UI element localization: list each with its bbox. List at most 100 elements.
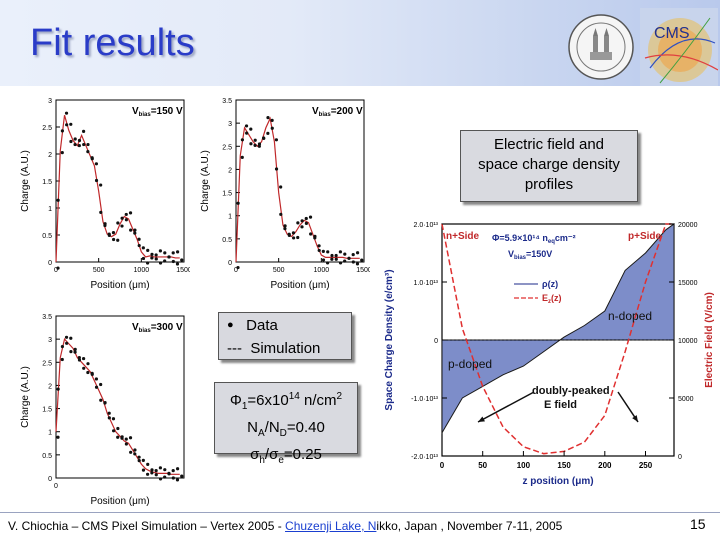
data-point — [94, 385, 99, 389]
legend-data-row: ● Data — [227, 315, 351, 338]
e-field-label: E field — [544, 399, 577, 411]
x-axis-label: Position (μm) — [270, 280, 329, 291]
data-point — [296, 235, 300, 240]
y-right-tick-label: 15000 — [678, 280, 698, 287]
x-tick-label: 500 — [93, 267, 105, 274]
data-point — [292, 236, 296, 240]
data-point — [73, 347, 77, 351]
data-point — [124, 437, 128, 441]
arrow-left-head — [478, 416, 485, 422]
data-point — [150, 468, 154, 472]
data-point — [112, 429, 116, 433]
data-point — [77, 358, 82, 362]
data-point — [111, 417, 116, 421]
legend-sim-dashes: --- — [227, 340, 242, 357]
data-point — [146, 462, 150, 466]
legend-sim-label: Simulation — [250, 340, 321, 357]
p-doped-label: p-doped — [448, 357, 492, 371]
data-point — [137, 455, 141, 459]
vbias-label: Vbias=200 V — [312, 106, 363, 118]
data-point — [158, 249, 162, 253]
data-point — [158, 466, 162, 470]
data-point — [253, 143, 257, 147]
y-left-tick-label: 1.0·10¹³ — [413, 280, 438, 287]
x-tick-label: 250 — [639, 461, 653, 470]
x-tick-label: 500 — [273, 267, 285, 274]
data-point — [69, 139, 73, 144]
y-tick-label: 0 — [48, 260, 52, 267]
data-point — [120, 224, 124, 228]
data-point — [137, 459, 141, 463]
arrow-left — [477, 391, 535, 423]
data-point — [240, 138, 244, 142]
data-point — [180, 474, 184, 478]
data-point — [317, 244, 321, 248]
data-point — [133, 231, 137, 235]
slide-title: Fit results — [30, 22, 195, 64]
data-point — [154, 473, 158, 477]
data-point — [343, 259, 347, 263]
doubly-peaked-label: doubly-peaked — [532, 385, 610, 397]
data-point — [124, 218, 128, 222]
data-point — [171, 476, 175, 480]
p-side-label: p+Side — [628, 231, 662, 242]
data-point — [266, 131, 270, 135]
legend-data-label: Data — [246, 317, 278, 334]
data-point — [279, 185, 283, 189]
x-axis-label: z position (μm) — [522, 476, 593, 487]
data-point — [330, 253, 334, 258]
data-point — [86, 370, 90, 375]
data-point — [351, 252, 355, 257]
data-point — [94, 377, 98, 381]
data-point — [82, 356, 86, 361]
data-point — [158, 261, 163, 265]
data-point — [334, 253, 338, 258]
data-point — [176, 250, 180, 254]
data-point — [64, 335, 69, 339]
data-point — [257, 142, 262, 146]
data-point — [73, 142, 77, 147]
data-point — [56, 198, 60, 202]
vbias-label: Vbias=300 V — [132, 322, 183, 334]
y-tick-label: 2 — [48, 152, 52, 159]
x-tick-label: 1500 — [176, 267, 190, 274]
data-point — [249, 127, 253, 131]
y-tick-label: 0.5 — [42, 233, 52, 240]
data-point — [150, 471, 154, 475]
data-point — [270, 126, 274, 130]
y-tick-label: 1.5 — [42, 407, 52, 414]
data-point — [304, 216, 308, 221]
y-tick-label: 1.5 — [42, 179, 52, 186]
y-tick-label: 0 — [228, 260, 232, 267]
x-tick-label: 0 — [440, 461, 445, 470]
y-tick-label: 3.5 — [222, 98, 232, 105]
data-point — [56, 266, 60, 270]
data-point — [77, 143, 81, 148]
profiles-caption-line2: space charge density — [478, 156, 620, 173]
data-point — [86, 362, 90, 366]
data-point — [103, 400, 107, 405]
data-point — [107, 233, 111, 238]
y-tick-label: 1 — [48, 206, 52, 213]
x-axis-label: Position (μm) — [90, 280, 149, 291]
y-right-tick-label: 20000 — [678, 222, 698, 229]
y-tick-label: 3.5 — [42, 314, 52, 321]
data-point — [171, 251, 175, 255]
plot-frame — [55, 315, 185, 479]
y-axis-label: Charge (A.U.) — [20, 150, 31, 212]
footer-link[interactable]: Chuzenji Lake, N — [285, 519, 377, 533]
data-point — [163, 468, 167, 472]
n-doped-label: n-doped — [608, 309, 652, 323]
data-point — [116, 435, 120, 439]
data-point — [73, 350, 77, 354]
y-tick-label: 2 — [48, 383, 52, 390]
y-tick-label: 2.5 — [42, 360, 52, 367]
data-point — [86, 142, 90, 147]
data-point — [326, 250, 330, 254]
data-point — [270, 118, 274, 122]
x-tick-label: 0 — [234, 267, 238, 274]
data-point — [304, 221, 308, 225]
y-axis-label: Charge (A.U.) — [20, 366, 31, 428]
data-point — [69, 350, 73, 354]
arrow-right-head — [632, 415, 638, 422]
